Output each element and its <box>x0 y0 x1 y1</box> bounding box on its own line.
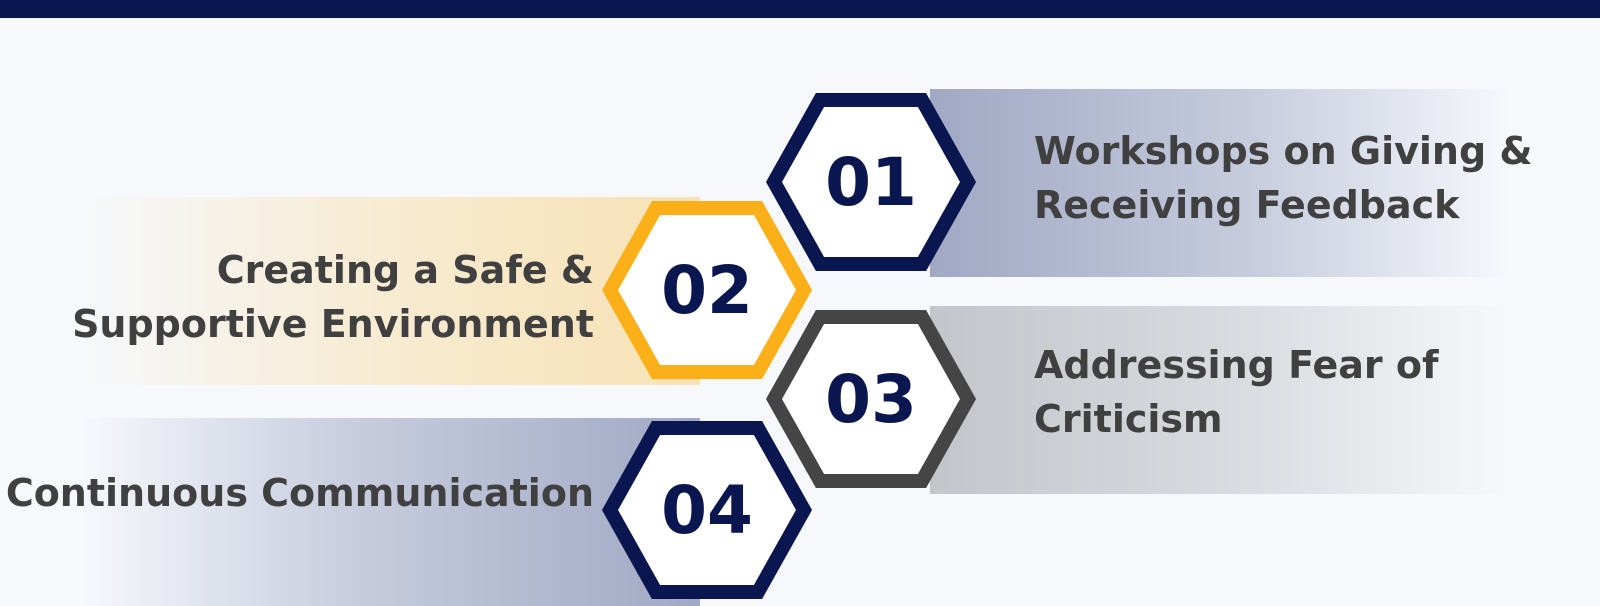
step-01-hexagon: 01 <box>760 86 982 278</box>
step-01-number: 01 <box>825 143 917 221</box>
step-02-band <box>80 197 700 385</box>
top-bar <box>0 0 1600 18</box>
step-03-band <box>930 306 1510 494</box>
step-02-hexagon: 02 <box>596 194 818 386</box>
step-01-label-line2: Receiving Feedback <box>1034 183 1460 227</box>
step-03-label: Addressing Fear of Criticism <box>1034 338 1439 446</box>
step-02-label-line1: Creating a Safe & <box>216 248 594 292</box>
step-03-hexagon: 03 <box>760 303 982 495</box>
step-01-label-line1: Workshops on Giving & <box>1034 129 1533 173</box>
step-03-number: 03 <box>825 360 917 438</box>
step-01-label: Workshops on Giving & Receiving Feedback <box>1034 124 1533 232</box>
step-02-number: 02 <box>661 251 753 329</box>
step-04-label: Continuous Communication <box>6 466 594 520</box>
step-02-label: Creating a Safe & Supportive Environment <box>72 243 594 351</box>
step-01-band <box>930 89 1510 277</box>
step-02-label-line2: Supportive Environment <box>72 302 594 346</box>
step-04-label-line1: Continuous Communication <box>5 471 594 515</box>
step-03-label-line1: Addressing Fear of <box>1034 343 1439 387</box>
step-03-label-line2: Criticism <box>1034 397 1223 441</box>
